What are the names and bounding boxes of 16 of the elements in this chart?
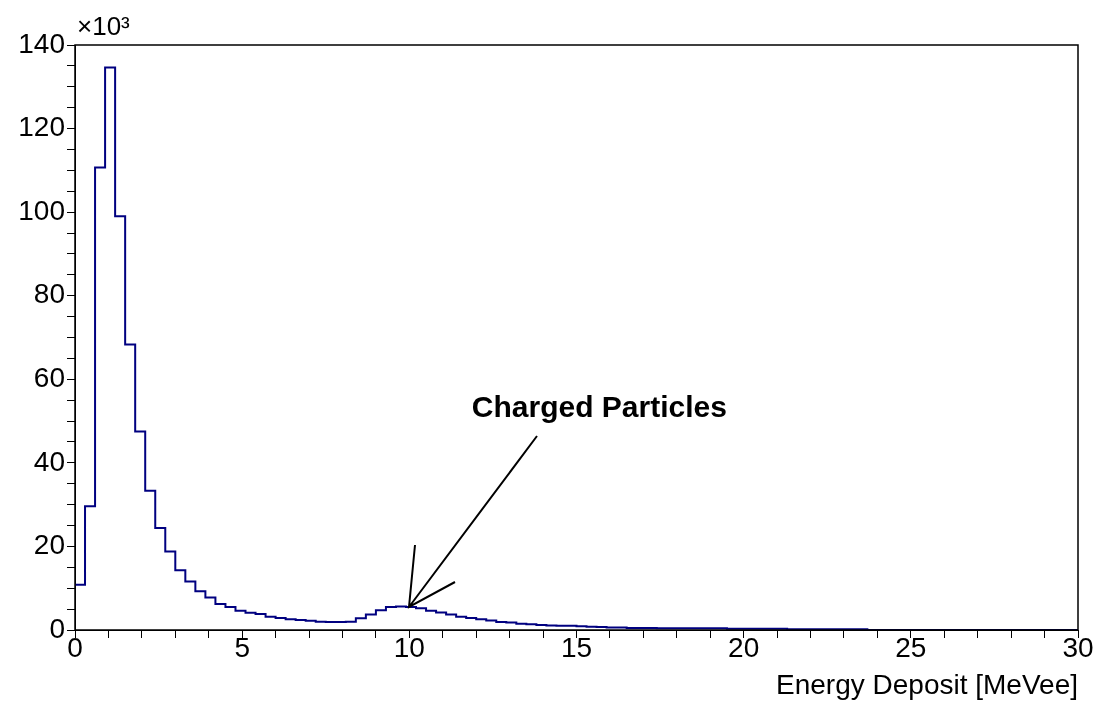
x-tick-label: 15 — [560, 631, 593, 663]
y-tick-label: 60 — [33, 362, 65, 393]
y-tick-label: 80 — [33, 278, 65, 310]
x-tick-label: 5 — [234, 631, 250, 663]
x-tick-label: 30 — [1062, 631, 1094, 663]
x-tick-label: 25 — [895, 631, 927, 663]
y-tick-label: 40 — [33, 445, 65, 477]
x-tick-label: 20 — [728, 631, 760, 663]
y-tick-label: 140 — [18, 27, 65, 59]
x-tick-label: 10 — [393, 631, 425, 663]
y-tick-label: 20 — [33, 529, 65, 561]
text: ×10³ — [77, 11, 130, 42]
annotation: Charged Particles — [471, 390, 727, 424]
x-axis-title: Energy Deposit [MeVee] — [776, 668, 1078, 700]
y-tick-label: 120 — [18, 111, 65, 143]
y-tick-label: 100 — [18, 194, 65, 226]
